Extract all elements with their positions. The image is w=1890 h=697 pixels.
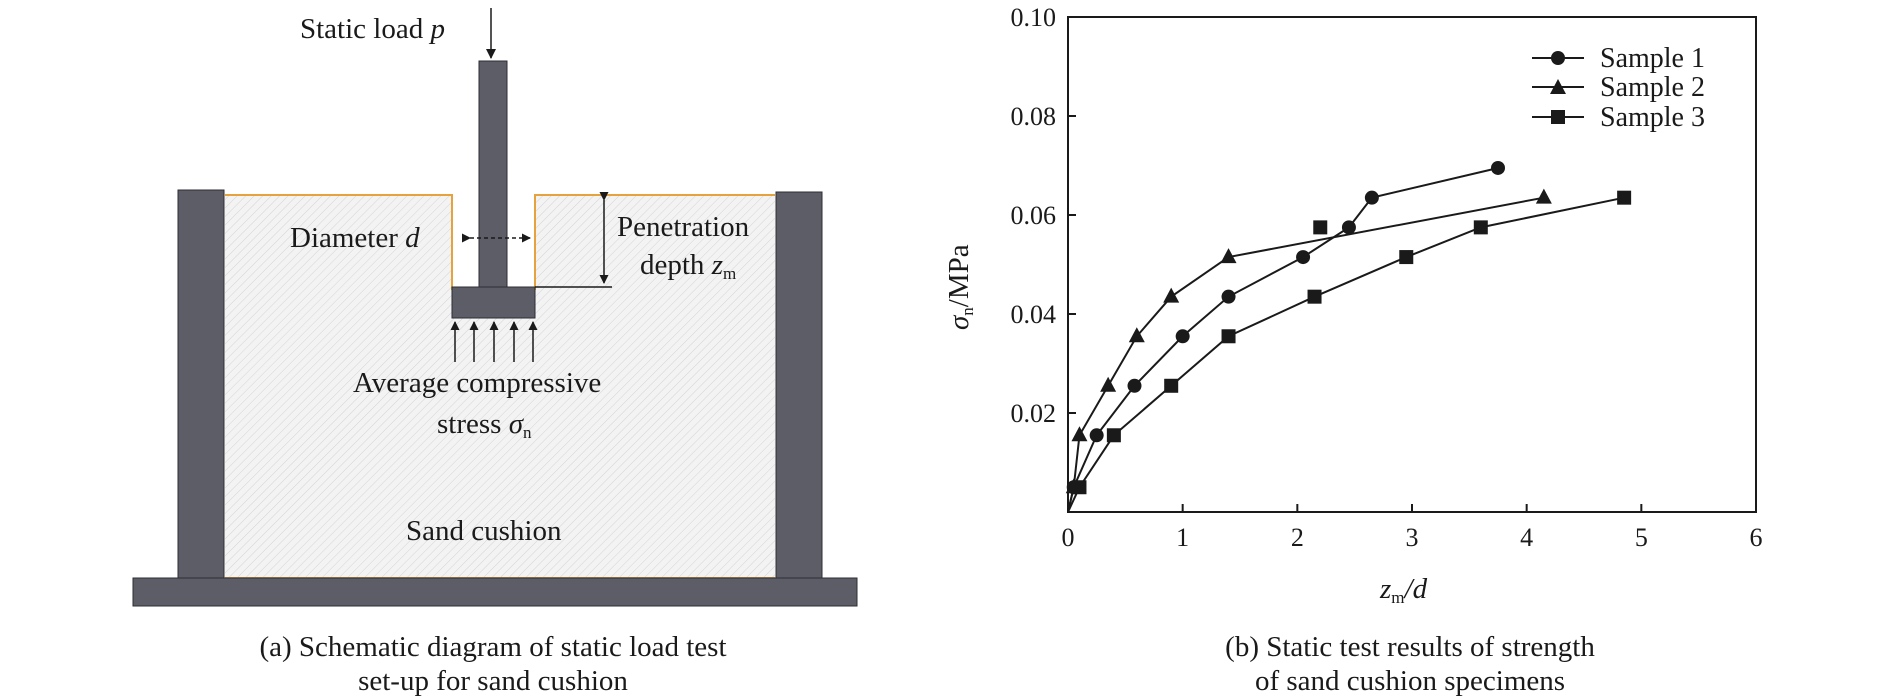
data-point-sample-2 bbox=[1100, 376, 1117, 392]
y-axis-label: σn/MPa bbox=[943, 244, 977, 330]
schematic-diagram: Static load p Diameter d Penetration dep… bbox=[132, 8, 858, 697]
legend-label-sample-1: Sample 1 bbox=[1600, 43, 1705, 74]
base-plate bbox=[132, 577, 858, 607]
legend-label-sample-3: Sample 3 bbox=[1600, 102, 1705, 133]
x-axis-label: zm/d bbox=[1379, 573, 1428, 607]
data-point-sample-1 bbox=[1364, 190, 1379, 205]
caption-a-line1: (a) Schematic diagram of static load tes… bbox=[259, 631, 726, 663]
x-tick-label: 4 bbox=[1520, 523, 1533, 552]
series-line-2 bbox=[1067, 196, 1545, 513]
data-point-sample-1 bbox=[1089, 428, 1104, 443]
x-tick-label: 3 bbox=[1406, 523, 1419, 552]
sand-cushion-region bbox=[225, 195, 775, 578]
loading-plate bbox=[451, 286, 536, 319]
left-wall bbox=[177, 189, 225, 579]
legend-marker-sample-2 bbox=[1550, 79, 1566, 94]
y-tick-label: 0.10 bbox=[1011, 3, 1057, 32]
data-point-sample-3 bbox=[1617, 190, 1632, 205]
data-point-sample-3 bbox=[1106, 428, 1121, 443]
data-point-sample-1 bbox=[1491, 160, 1505, 175]
chart: 0 1 2 3 4 5 6 0.02 0.04 0.06 0.08 0.10 zm/d σn/MPa… bbox=[943, 3, 1763, 697]
static-load-label: Static load p bbox=[300, 13, 445, 45]
data-point-sample-3 bbox=[1313, 220, 1328, 235]
data-point-sample-3 bbox=[1072, 480, 1087, 495]
data-point-sample-3 bbox=[1399, 250, 1414, 265]
series-line-1 bbox=[1067, 167, 1499, 513]
x-tick-label: 1 bbox=[1176, 523, 1189, 552]
data-point-sample-2 bbox=[1535, 188, 1552, 204]
avg-stress-label-1: Average compressive bbox=[353, 367, 601, 399]
x-tick-label: 2 bbox=[1291, 523, 1304, 552]
x-tick-label: 6 bbox=[1750, 523, 1763, 552]
data-point-sample-2 bbox=[1163, 287, 1180, 303]
data-point-sample-2 bbox=[1220, 248, 1237, 264]
y-tick-label: 0.04 bbox=[1011, 300, 1057, 329]
caption-a-line2: set-up for sand cushion bbox=[358, 665, 628, 697]
data-point-sample-3 bbox=[1164, 378, 1179, 393]
loading-rod bbox=[478, 60, 508, 288]
legend-marker-sample-3 bbox=[1551, 110, 1565, 124]
avg-stress-label-2: stress σn bbox=[437, 408, 532, 442]
legend: Sample 1 Sample 2 Sample 3 bbox=[1532, 43, 1705, 133]
right-wall bbox=[775, 191, 823, 579]
data-point-sample-1 bbox=[1341, 220, 1356, 235]
y-tick-label: 0.06 bbox=[1011, 201, 1057, 230]
data-point-sample-3 bbox=[1473, 220, 1488, 235]
stress-arrows bbox=[450, 321, 538, 362]
y-axis-ticks: 0.02 0.04 0.06 0.08 0.10 bbox=[1011, 3, 1076, 428]
diameter-label: Diameter d bbox=[290, 222, 420, 254]
series-line-3 bbox=[1067, 196, 1625, 513]
caption-b-line2: of sand cushion specimens bbox=[1255, 665, 1565, 697]
y-tick-label: 0.02 bbox=[1011, 399, 1057, 428]
x-tick-label: 5 bbox=[1635, 523, 1648, 552]
legend-marker-sample-1 bbox=[1551, 51, 1565, 65]
caption-b-line1: (b) Static test results of strength bbox=[1225, 631, 1595, 663]
data-point-sample-1 bbox=[1127, 378, 1142, 393]
data-point-sample-3 bbox=[1221, 329, 1236, 344]
penetration-label: Penetration bbox=[617, 211, 750, 243]
series-layer bbox=[1065, 160, 1632, 513]
x-tick-label: 0 bbox=[1062, 523, 1075, 552]
legend-label-sample-2: Sample 2 bbox=[1600, 72, 1705, 103]
data-point-sample-1 bbox=[1221, 289, 1236, 304]
y-tick-label: 0.08 bbox=[1011, 102, 1057, 131]
sand-cushion-label: Sand cushion bbox=[406, 515, 562, 547]
data-point-sample-3 bbox=[1307, 289, 1322, 304]
data-point-sample-1 bbox=[1175, 329, 1190, 344]
data-point-sample-2 bbox=[1071, 426, 1088, 442]
x-axis-ticks: 0 1 2 3 4 5 6 bbox=[1062, 504, 1763, 552]
depth-label: depth zm bbox=[640, 249, 736, 283]
data-point-sample-2 bbox=[1128, 327, 1145, 343]
data-point-sample-1 bbox=[1296, 250, 1311, 265]
